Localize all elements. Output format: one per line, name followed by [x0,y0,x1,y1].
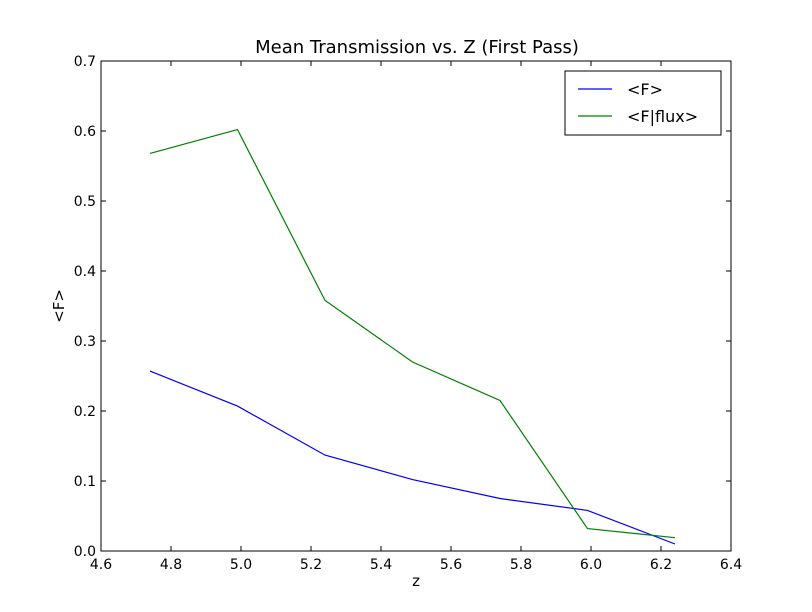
x-tick-label: 5.0 [230,557,252,573]
y-axis-ticks: 0.0 0.1 0.2 0.3 0.4 0.5 0.6 0.7 [74,54,731,560]
y-tick-label: 0.4 [74,264,96,280]
y-tick-label: 0.0 [74,544,96,560]
plot-frame [100,60,732,552]
x-tick-label: 6.0 [580,557,602,573]
legend-label-1: <F> [627,80,663,99]
x-tick-label: 6.2 [650,557,672,573]
x-tick-label: 5.2 [300,557,322,573]
x-tick-label: 5.8 [510,557,532,573]
x-tick-label: 5.6 [440,557,462,573]
x-axis-ticks: 4.6 4.8 5.0 5.2 5.4 5.6 5.8 6.0 6.2 6.4 [90,61,742,573]
legend: <F> <F|flux> [564,70,722,136]
y-tick-label: 0.6 [74,124,96,140]
series-line-1 [149,370,676,545]
legend-label-2: <F|flux> [627,107,698,126]
series-lines [149,128,676,545]
x-tick-label: 4.6 [90,557,112,573]
y-tick-label: 0.5 [74,194,96,210]
y-tick-label: 0.1 [74,474,96,490]
x-tick-label: 6.4 [720,557,742,573]
y-axis-label: <F> [50,289,68,323]
chart-title: Mean Transmission vs. Z (First Pass) [255,37,579,58]
y-tick-label: 0.3 [74,334,96,350]
x-tick-label: 4.8 [160,557,182,573]
legend-box [564,70,722,136]
y-tick-label: 0.2 [74,404,96,420]
x-tick-label: 5.4 [370,557,392,573]
y-tick-label: 0.7 [74,54,96,70]
series-line-2 [149,128,676,539]
x-axis-label: z [412,572,420,590]
